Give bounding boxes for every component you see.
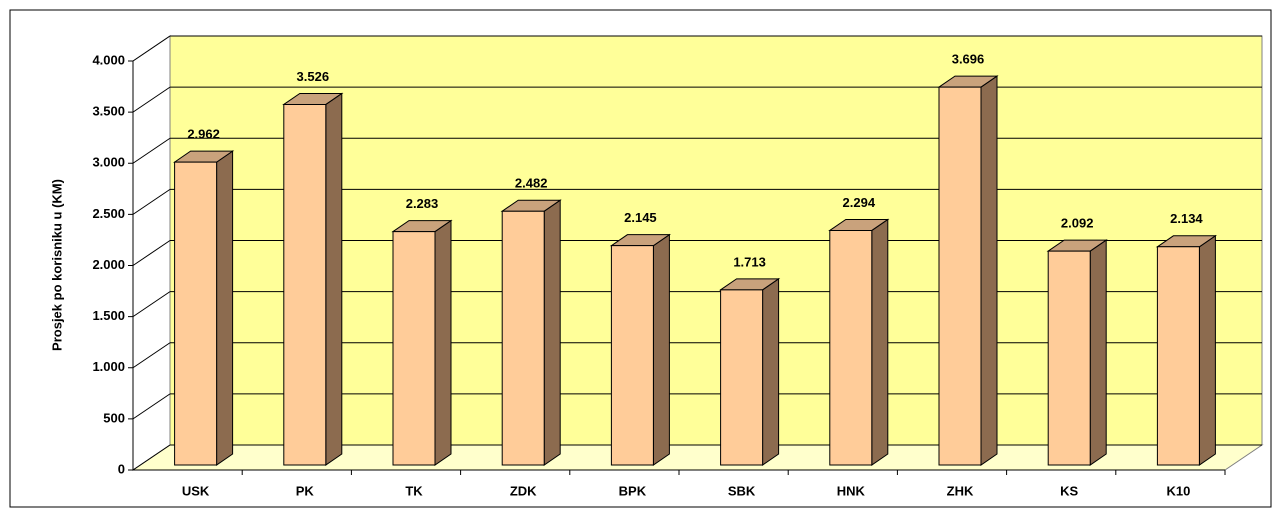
bar-front [829, 229, 873, 466]
bar [391, 219, 453, 466]
y-tick-label: 2.000 [92, 257, 125, 272]
bar-side [216, 150, 234, 466]
bar-front [1156, 246, 1200, 466]
bar-front [392, 231, 436, 466]
x-tick-label: USK [182, 483, 210, 498]
bar-side [325, 92, 343, 466]
y-tick-label: 1.000 [92, 359, 125, 374]
bar-front [501, 210, 545, 466]
x-tick-label: PK [296, 483, 315, 498]
bar [500, 199, 562, 466]
grid-line [132, 188, 171, 215]
bar [828, 218, 890, 466]
bar-side [1089, 239, 1107, 466]
bar-side [1198, 234, 1216, 466]
bar-front [1047, 250, 1091, 466]
y-tick-label: 0 [118, 461, 125, 476]
bar [1046, 239, 1108, 466]
grid-line [132, 137, 171, 164]
y-tick-label: 4.000 [92, 52, 125, 67]
x-tick-label: SBK [728, 483, 756, 498]
y-tick-label: 2.500 [92, 206, 125, 221]
y-axis-label: Prosjek po korisniku u (KM) [49, 179, 64, 351]
grid-line [132, 35, 171, 62]
bar [718, 277, 781, 466]
value-label: 3.696 [952, 52, 985, 67]
x-tick-label: ZHK [947, 483, 974, 498]
x-tick-label: ZDK [510, 483, 537, 498]
value-label: 3.526 [297, 69, 330, 84]
bar-side [543, 199, 561, 466]
bar-side [652, 233, 670, 466]
grid-line [132, 86, 171, 113]
x-tick-label: KS [1060, 483, 1078, 498]
bar-side [871, 218, 889, 466]
bar-front [283, 103, 327, 466]
bar [282, 92, 344, 466]
grid-line [132, 444, 171, 471]
grid-line [132, 240, 171, 266]
value-label: 1.713 [733, 254, 766, 269]
bar-front [174, 161, 218, 466]
y-tick-label: 3.500 [92, 104, 125, 119]
grid-line [132, 393, 171, 420]
value-label: 2.962 [187, 127, 220, 142]
bar [937, 75, 999, 466]
bar-front [938, 86, 982, 466]
value-label: 2.294 [843, 195, 876, 210]
grid-line [132, 342, 171, 369]
bar-front [610, 245, 654, 466]
value-label: 2.482 [515, 176, 548, 191]
value-label: 2.134 [1170, 211, 1203, 226]
y-tick-label: 500 [103, 410, 125, 425]
x-tick-label: K10 [1166, 483, 1190, 498]
bar-side [762, 277, 780, 466]
bar [609, 233, 672, 466]
bar-side [980, 75, 998, 466]
value-label: 2.283 [406, 196, 439, 211]
x-tick-label: BPK [619, 483, 647, 498]
y-tick-label: 1.500 [92, 308, 125, 323]
bar [1155, 234, 1218, 466]
grid-line [132, 291, 171, 318]
x-tick-label: HNK [837, 483, 866, 498]
x-tick-label: TK [405, 483, 423, 498]
value-label: 2.145 [624, 210, 657, 225]
bar-front [720, 289, 764, 466]
y-tick-label: 3.000 [92, 155, 125, 170]
bar-side [434, 219, 452, 466]
value-label: 2.092 [1061, 216, 1094, 231]
bar [172, 150, 235, 466]
